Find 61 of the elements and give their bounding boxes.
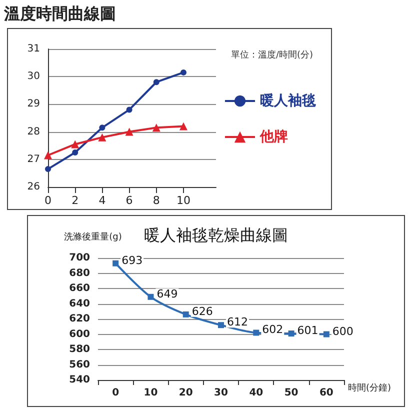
y-tick-label: 26 — [27, 182, 40, 192]
data-label: 601 — [297, 324, 318, 337]
y-tick-label: 29 — [27, 98, 40, 110]
y-tick-label: 28 — [27, 126, 40, 138]
y-tick-label: 620 — [69, 314, 90, 324]
x-tick-label: 40 — [249, 388, 264, 398]
y-axis-title: 洗滌後重量(g) — [64, 232, 122, 242]
point — [182, 311, 189, 318]
x-tick-label: 0 — [44, 194, 52, 207]
y-tick-label: 640 — [69, 298, 90, 310]
text: 單位：溫度/時間(分) — [230, 50, 314, 60]
chart-title: 溫度時間曲線圖 — [4, 4, 116, 25]
point — [148, 294, 154, 300]
x-axis-title: 時間(分鐘) — [348, 382, 392, 394]
y-tick-label: 560 — [69, 359, 90, 370]
x-tick-label: 60 — [319, 388, 334, 398]
point — [99, 124, 106, 131]
x-tick-label: 10 — [144, 388, 158, 398]
point — [218, 322, 224, 328]
point — [253, 330, 260, 336]
y-tick-label: 27 — [27, 154, 40, 165]
y-tick-label: 680 — [69, 268, 90, 279]
point — [153, 79, 160, 86]
x-tick-label: 50 — [284, 388, 298, 398]
y-tick-label: 31 — [27, 44, 40, 54]
legend-label: 他牌 — [259, 129, 288, 145]
point — [44, 151, 52, 160]
point — [126, 106, 132, 113]
y-tick-label: 30 — [27, 71, 40, 82]
point — [98, 133, 106, 142]
point — [72, 150, 78, 156]
x-tick-label: 2 — [72, 194, 79, 207]
chart-title: 暖人袖毯乾燥曲線圖 — [144, 226, 288, 244]
x-tick-label: 30 — [214, 388, 228, 398]
data-label: 612 — [227, 316, 248, 329]
x-tick-label: 8 — [152, 194, 160, 207]
y-tick-label: 600 — [69, 328, 90, 340]
point — [288, 330, 294, 336]
data-label: 649 — [156, 287, 178, 300]
data-label: 693 — [122, 254, 143, 267]
point — [179, 122, 188, 130]
point — [180, 69, 186, 76]
y-tick-label: 700 — [69, 252, 90, 264]
y-tick-label: 540 — [69, 374, 90, 386]
point — [45, 166, 51, 172]
point — [323, 331, 330, 338]
y-tick-label: 580 — [69, 344, 90, 355]
point — [112, 260, 119, 266]
data-label: 626 — [192, 304, 213, 318]
point — [152, 124, 160, 132]
y-tick-label: 660 — [69, 283, 90, 294]
x-tick-label: 20 — [178, 388, 193, 398]
x-tick-label: 4 — [98, 194, 106, 207]
x-tick-label: 6 — [126, 194, 133, 207]
point — [71, 140, 80, 148]
x-tick-label: 0 — [112, 388, 120, 398]
data-label: 602 — [262, 323, 284, 336]
x-tick-label: 10 — [176, 194, 190, 207]
point — [125, 128, 134, 136]
data-label: 600 — [332, 324, 354, 338]
legend-label: 暖人袖毯 — [260, 92, 316, 109]
